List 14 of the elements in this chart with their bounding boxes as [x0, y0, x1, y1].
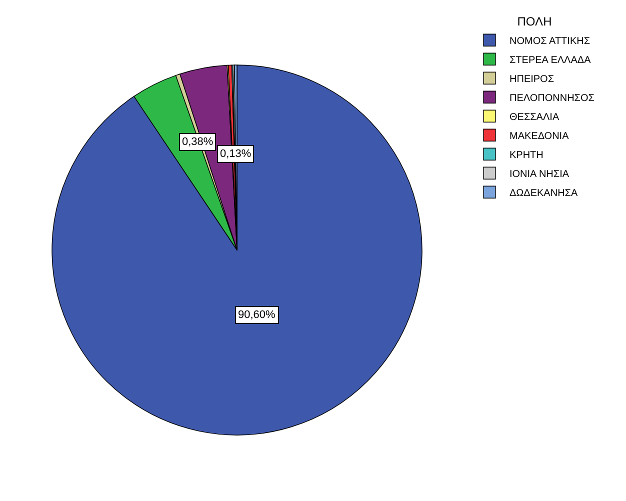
legend-label: ΔΩΔΕΚΑΝΗΣΑ — [510, 188, 578, 200]
legend-label: ΜΑΚΕΔΟΝΙΑ — [510, 131, 570, 142]
legend-label: ΚΡΗΤΗ — [510, 150, 544, 162]
legend-label: ΣΤΕΡΕΑ ΕΛΛΑΔΑ — [510, 55, 592, 66]
legend-label: ΠΕΛΟΠΟΝΝΗΣΟΣ — [510, 93, 594, 104]
data-label: 0,13% — [220, 148, 252, 160]
legend-title: ΠΟΛΗ — [517, 14, 552, 29]
legend-label: ΘΕΣΣΑΛΙΑ — [510, 112, 560, 124]
data-label: 90,60% — [238, 309, 276, 321]
data-label: 0,38% — [182, 136, 214, 148]
legend-label: ΝΟΜΟΣ ΑΤΤΙΚΗΣ — [510, 36, 590, 48]
legend-label: ΗΠΕΙΡΟΣ — [510, 74, 554, 86]
legend-label: ΙΟΝΙΑ ΝΗΣΙΑ — [510, 169, 570, 180]
pie-slice — [52, 64, 422, 436]
